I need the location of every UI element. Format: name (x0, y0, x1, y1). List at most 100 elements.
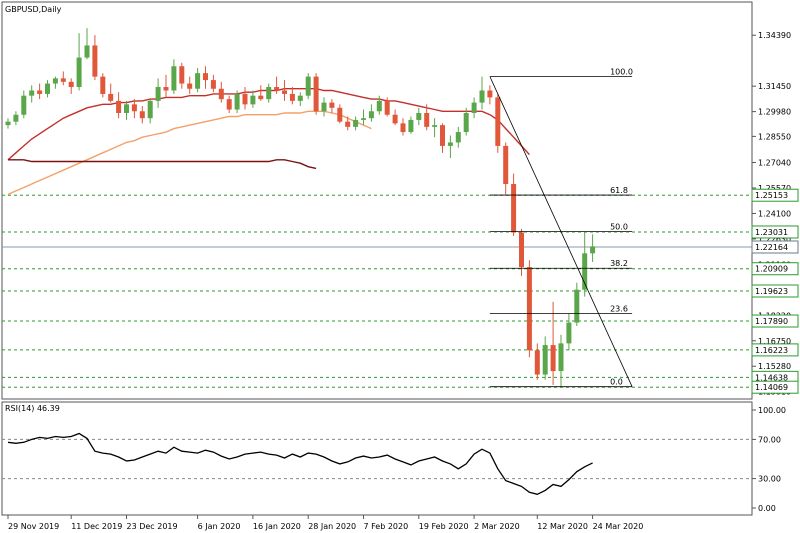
level-price-label: 1.17890 (755, 317, 788, 326)
fib-level-label: 50.0 (610, 223, 628, 232)
rsi-frame (1, 401, 753, 516)
candle-body (37, 90, 43, 94)
candle-body (566, 322, 572, 344)
candle-body (21, 95, 27, 115)
level-price-label: 1.14069 (755, 383, 788, 392)
date-label: 16 Jan 2020 (253, 522, 301, 531)
candle-body (60, 78, 66, 82)
candle-body (76, 57, 82, 88)
candle-body (84, 45, 90, 58)
candle-body (163, 87, 169, 91)
level-price-label: 1.14638 (755, 373, 788, 382)
candle-body (297, 95, 303, 101)
rsi-line (7, 432, 593, 495)
level-price-box (751, 343, 799, 357)
fib-level-label: 23.6 (610, 304, 628, 313)
candle-body (313, 76, 319, 112)
candle-body (171, 66, 177, 91)
price-tick-label: 1.25570 (758, 184, 791, 193)
candle-body (92, 45, 98, 77)
candle-body (503, 145, 509, 185)
candle-body (542, 345, 548, 375)
price-tick-label: 1.27040 (758, 159, 791, 168)
candle-body (424, 112, 430, 127)
level-price-box (751, 225, 799, 239)
level-price-label: 1.19623 (755, 287, 788, 296)
level-price-box (751, 262, 799, 276)
candle-body (210, 80, 216, 89)
candle-body (487, 90, 493, 98)
candle-body (345, 121, 351, 127)
candle-body (305, 76, 311, 96)
candle-body (321, 102, 327, 112)
candle-body (416, 112, 422, 120)
candle-body (550, 345, 556, 372)
fib-level-label: 61.8 (610, 186, 628, 195)
candle-body (266, 87, 272, 100)
level-price-label: 1.25153 (755, 191, 788, 200)
fib-level-label: 100.0 (610, 68, 633, 77)
candle-body (590, 246, 596, 254)
candle-body (131, 104, 137, 112)
rsi-tick-label: 70.00 (758, 435, 781, 444)
candle-body (242, 93, 248, 105)
candle-body (100, 76, 106, 94)
date-label: 24 Mar 2020 (593, 522, 644, 531)
candle-body (250, 95, 256, 105)
candle-body (408, 119, 414, 133)
candle-body (368, 111, 374, 119)
price-tick-label: 1.15280 (758, 362, 791, 371)
candle-body (455, 132, 461, 143)
level-price-box (751, 380, 799, 394)
date-label: 2 Mar 2020 (474, 522, 520, 531)
candle-body (511, 184, 517, 233)
candle-body (179, 66, 185, 84)
candle-body (558, 343, 564, 372)
candle-body (384, 100, 390, 115)
candle-body (13, 114, 19, 122)
level-price-box (751, 188, 799, 202)
price-tick-label: 1.29980 (758, 108, 791, 117)
candle-body (108, 93, 114, 101)
candle-body (376, 100, 382, 112)
candle-body (361, 118, 366, 120)
rsi-tick-label: 0.00 (758, 504, 776, 513)
candle-body (218, 88, 224, 100)
price-frame (1, 1, 753, 400)
symbol-label: GBPUSD,Daily (5, 5, 62, 14)
candle-body (400, 123, 406, 133)
date-label: 28 Jan 2020 (308, 522, 356, 531)
candle-body (68, 81, 74, 88)
candle-body (582, 253, 588, 290)
price-tick-label: 1.24100 (758, 209, 791, 218)
candle-body (463, 112, 469, 133)
candle-body (45, 83, 50, 94)
date-label: 12 Mar 2020 (537, 522, 588, 531)
candle-body (155, 87, 161, 101)
candle-body (289, 93, 295, 101)
level-price-box (751, 284, 799, 298)
candle-body (274, 87, 280, 91)
price-tick-label: 1.16750 (758, 337, 791, 346)
rsi-panel: 29 Nov 2019 11 Dec 2019 23 Dec 2019 6 Jan 2… (1, 401, 786, 531)
price-tick-label: 1.22630 (758, 235, 791, 244)
level-price-label: 1.23031 (755, 228, 788, 237)
candle-body (471, 102, 477, 113)
current-price-label: 1.22164 (755, 243, 788, 252)
moving-average-line (7, 110, 372, 196)
candle-body (234, 93, 240, 110)
candle-body (187, 83, 193, 89)
price-tick-label: 1.31450 (758, 82, 791, 91)
candle-body (495, 97, 501, 146)
candle-body (526, 267, 532, 351)
rsi-label: RSI(14) 46.39 (5, 404, 60, 413)
candle-body (392, 114, 398, 124)
candle-body (124, 104, 129, 113)
current-price-box (751, 240, 799, 254)
fib-level-label: 38.2 (610, 259, 628, 268)
candle-body (147, 100, 153, 119)
candle-body (329, 102, 335, 108)
rsi-tick-label: 30.00 (758, 475, 781, 484)
candle-body (195, 73, 201, 89)
